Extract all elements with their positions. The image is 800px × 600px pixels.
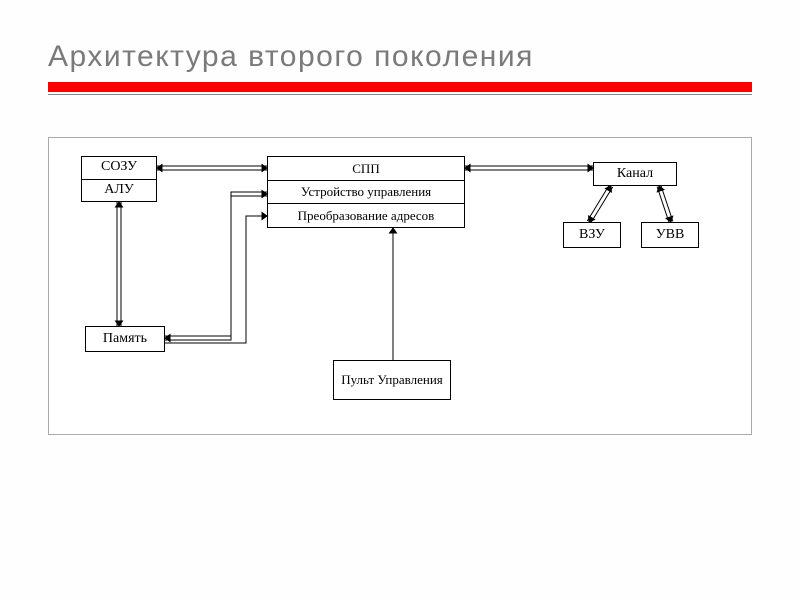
node-memory: Память [85,326,165,352]
node-sozu_alu: СОЗУАЛУ [81,156,157,202]
divider-line [48,94,752,95]
diagram-frame: СОЗУАЛУ СППУстройство управленияПреобразо… [48,137,752,435]
node-cell: Устройство управления [268,181,464,205]
slide-title: Архитектура второго поколения [48,40,752,74]
node-cell: Преобразование адресов [268,204,464,227]
node-cell: АЛУ [82,180,156,202]
node-uvv: УВВ [641,222,699,248]
slide: Архитектура второго поколения СОЗУАЛУ СПП… [0,0,800,600]
node-cell: СОЗУ [82,157,156,180]
node-cell: СПП [268,157,464,181]
node-kanal: Канал [593,162,677,186]
node-pult: Пульт Управления [333,360,451,400]
node-vzu: ВЗУ [563,222,621,248]
accent-bar [48,82,752,92]
node-ctrl: СППУстройство управленияПреобразование а… [267,156,465,228]
